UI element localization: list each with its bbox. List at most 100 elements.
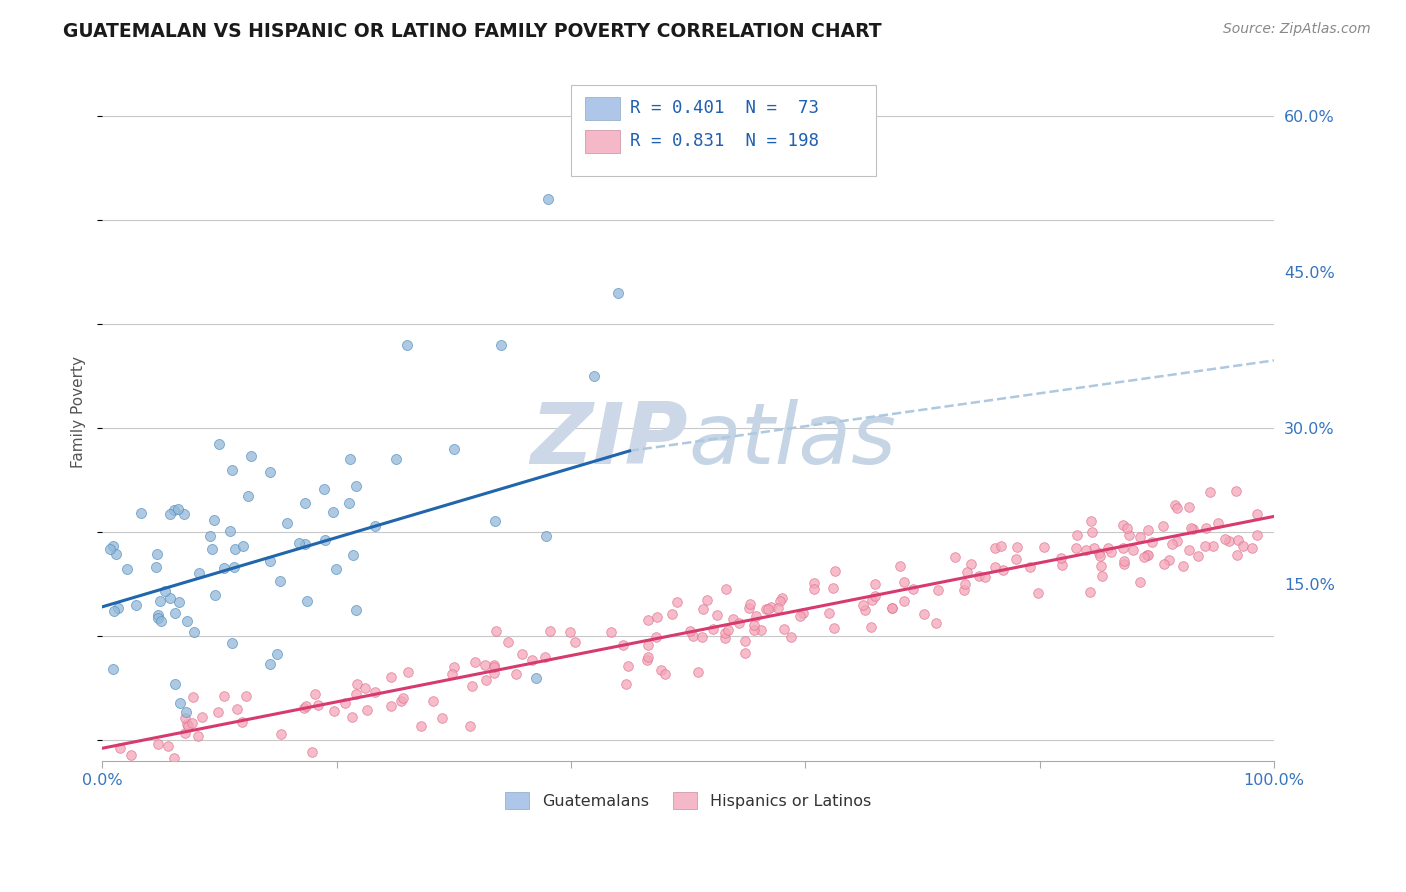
- Point: [893, 575, 915, 590]
- Point: [396, 665, 419, 679]
- Point: [1078, 585, 1101, 599]
- Point: [224, 542, 246, 557]
- Point: [156, 739, 179, 753]
- Point: [443, 660, 465, 674]
- Point: [163, 750, 186, 764]
- Point: [637, 639, 659, 653]
- Point: [742, 617, 765, 632]
- Point: [169, 595, 191, 609]
- Point: [1028, 586, 1050, 600]
- Point: [666, 595, 689, 609]
- Point: [536, 192, 558, 206]
- Point: [181, 690, 204, 705]
- Point: [204, 588, 226, 602]
- Point: [1226, 548, 1249, 562]
- Point: [153, 584, 176, 599]
- Point: [344, 479, 367, 493]
- Text: R = 0.831  N = 198: R = 0.831 N = 198: [630, 132, 818, 151]
- Point: [1122, 542, 1144, 557]
- Point: [1202, 539, 1225, 553]
- Point: [295, 698, 318, 713]
- Point: [485, 624, 508, 639]
- Text: R = 0.401  N =  73: R = 0.401 N = 73: [630, 99, 818, 117]
- Point: [323, 705, 346, 719]
- Point: [889, 559, 911, 574]
- Point: [1064, 541, 1087, 555]
- Point: [882, 600, 904, 615]
- Point: [967, 569, 990, 583]
- Point: [146, 611, 169, 625]
- Point: [1218, 534, 1240, 549]
- Point: [901, 582, 924, 596]
- Point: [346, 677, 368, 691]
- Point: [803, 582, 825, 596]
- Point: [1226, 533, 1249, 548]
- Point: [1076, 542, 1098, 557]
- Point: [984, 541, 1007, 555]
- Point: [411, 719, 433, 733]
- Point: [461, 679, 484, 693]
- Point: [1194, 539, 1216, 553]
- Point: [235, 690, 257, 704]
- Point: [645, 630, 668, 644]
- Point: [221, 463, 243, 477]
- Point: [1213, 532, 1236, 546]
- Point: [716, 582, 738, 596]
- Point: [288, 536, 311, 550]
- Point: [176, 705, 198, 719]
- Point: [231, 714, 253, 729]
- Point: [1091, 568, 1114, 582]
- Point: [742, 623, 765, 637]
- Point: [496, 635, 519, 649]
- Point: [339, 451, 361, 466]
- Point: [259, 554, 281, 568]
- Point: [1099, 545, 1122, 559]
- Point: [721, 612, 744, 626]
- Point: [149, 593, 172, 607]
- Point: [1080, 515, 1102, 529]
- Point: [863, 577, 886, 591]
- Point: [583, 369, 606, 384]
- Point: [853, 603, 876, 617]
- Point: [1198, 485, 1220, 500]
- Point: [131, 507, 153, 521]
- Point: [914, 607, 936, 622]
- Point: [1240, 541, 1263, 555]
- Y-axis label: Family Poverty: Family Poverty: [72, 357, 86, 468]
- Point: [614, 676, 637, 690]
- Point: [1083, 541, 1105, 555]
- Point: [1115, 521, 1137, 535]
- Point: [1178, 543, 1201, 558]
- Point: [1152, 519, 1174, 533]
- Point: [337, 496, 360, 510]
- Point: [226, 702, 249, 716]
- Point: [380, 670, 402, 684]
- Point: [392, 690, 415, 705]
- Point: [650, 663, 672, 677]
- Point: [706, 608, 728, 623]
- Legend: Guatemalans, Hispanics or Latinos: Guatemalans, Hispanics or Latinos: [499, 786, 877, 815]
- Point: [395, 338, 418, 352]
- Point: [103, 604, 125, 618]
- Point: [98, 541, 121, 556]
- Point: [125, 599, 148, 613]
- Point: [238, 489, 260, 503]
- Point: [304, 687, 326, 701]
- Point: [222, 559, 245, 574]
- Point: [1246, 507, 1268, 521]
- Point: [1112, 517, 1135, 532]
- Point: [1164, 498, 1187, 512]
- Point: [484, 514, 506, 528]
- Point: [443, 442, 465, 456]
- Point: [792, 606, 814, 620]
- Text: ZIP: ZIP: [530, 399, 688, 482]
- Text: atlas: atlas: [688, 399, 896, 482]
- Point: [880, 601, 903, 615]
- Point: [789, 608, 811, 623]
- Point: [163, 607, 186, 621]
- Point: [990, 539, 1012, 553]
- Point: [146, 607, 169, 622]
- Point: [208, 436, 231, 450]
- Text: GUATEMALAN VS HISPANIC OR LATINO FAMILY POVERTY CORRELATION CHART: GUATEMALAN VS HISPANIC OR LATINO FAMILY …: [63, 22, 882, 41]
- Point: [342, 548, 364, 562]
